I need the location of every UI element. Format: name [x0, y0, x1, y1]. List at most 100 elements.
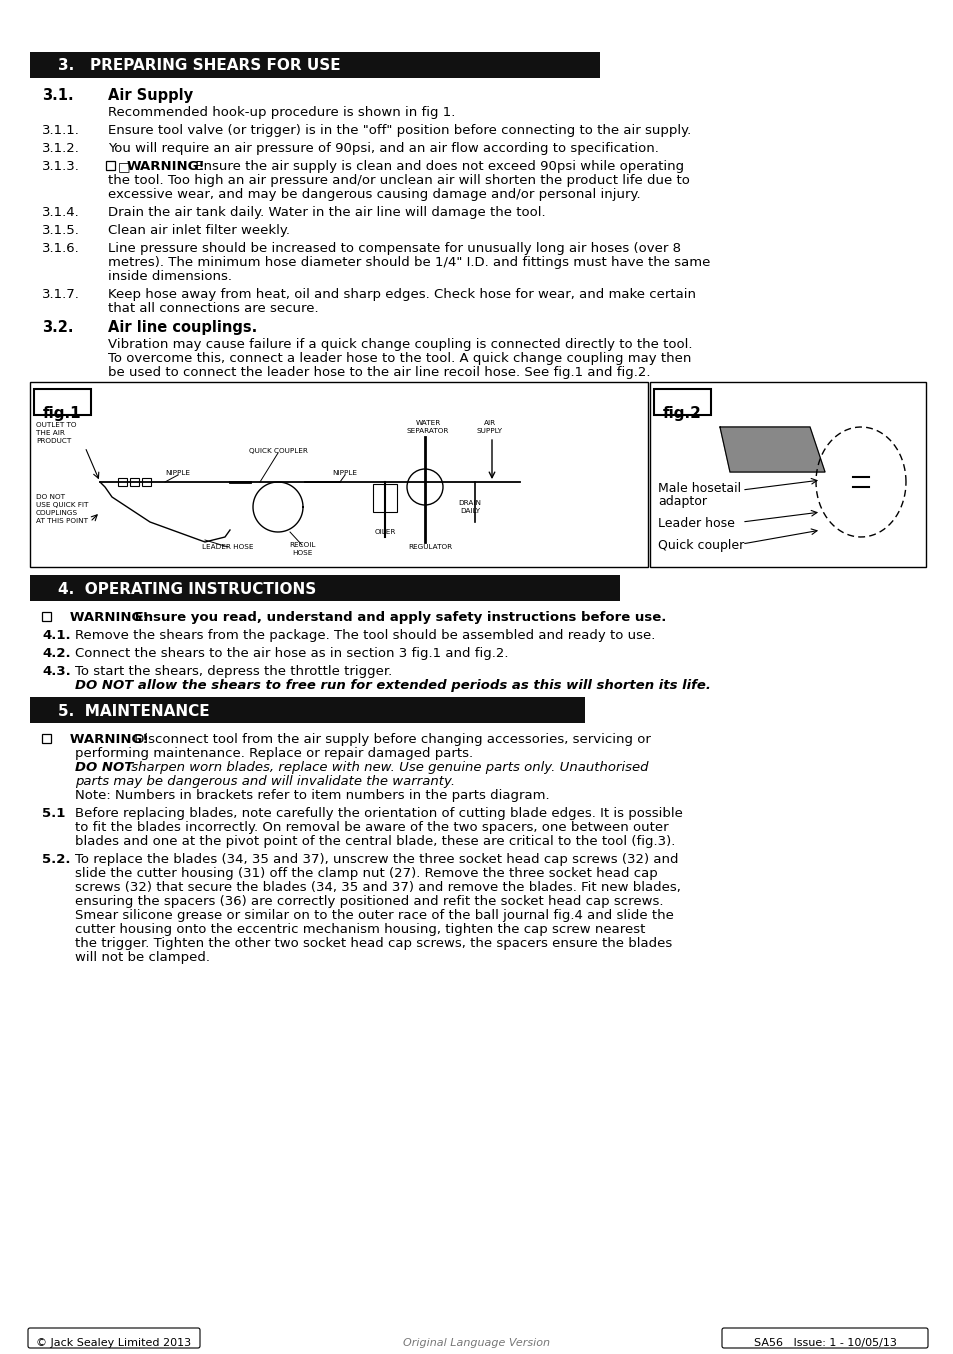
Text: the tool. Too high an air pressure and/or unclean air will shorten the product l: the tool. Too high an air pressure and/o…	[108, 175, 689, 187]
Text: 3.1.4.: 3.1.4.	[42, 206, 80, 219]
Text: Male hosetail: Male hosetail	[658, 482, 740, 496]
FancyBboxPatch shape	[42, 734, 51, 743]
Text: ensuring the spacers (36) are correctly positioned and refit the socket head cap: ensuring the spacers (36) are correctly …	[75, 895, 662, 909]
Text: WARNING!: WARNING!	[56, 733, 149, 746]
Text: 5.1: 5.1	[42, 807, 66, 821]
Text: COUPLINGS: COUPLINGS	[36, 510, 78, 516]
Text: NIPPLE: NIPPLE	[333, 470, 357, 477]
Text: QUICK COUPLER: QUICK COUPLER	[249, 448, 307, 454]
Text: To start the shears, depress the throttle trigger.: To start the shears, depress the throttl…	[75, 665, 392, 678]
Text: SEPARATOR: SEPARATOR	[406, 428, 449, 435]
Text: Ensure you read, understand and apply safety instructions before use.: Ensure you read, understand and apply sa…	[130, 611, 666, 624]
Text: that all connections are secure.: that all connections are secure.	[108, 302, 318, 315]
Text: 3.1.3.: 3.1.3.	[42, 160, 80, 173]
Text: Air Supply: Air Supply	[108, 88, 193, 103]
Text: □: □	[118, 160, 131, 173]
Text: © Jack Sealey Limited 2013: © Jack Sealey Limited 2013	[36, 1338, 192, 1349]
Text: 4.  OPERATING INSTRUCTIONS: 4. OPERATING INSTRUCTIONS	[58, 581, 315, 597]
Text: Ensure tool valve (or trigger) is in the "off" position before connecting to the: Ensure tool valve (or trigger) is in the…	[108, 125, 691, 137]
Text: DO NOT: DO NOT	[36, 494, 65, 500]
Text: LEADER HOSE: LEADER HOSE	[202, 544, 253, 550]
FancyBboxPatch shape	[42, 612, 51, 621]
Text: To overcome this, connect a leader hose to the tool. A quick change coupling may: To overcome this, connect a leader hose …	[108, 352, 691, 366]
Text: RECOIL: RECOIL	[289, 542, 314, 548]
Text: WARNING!: WARNING!	[127, 160, 206, 173]
Text: AIR: AIR	[483, 420, 496, 427]
Text: OUTLET TO: OUTLET TO	[36, 422, 76, 428]
Text: Quick coupler: Quick coupler	[658, 539, 743, 552]
FancyBboxPatch shape	[654, 389, 710, 414]
Text: fig.2: fig.2	[662, 406, 700, 421]
Text: THE AIR: THE AIR	[36, 431, 65, 436]
Bar	[30, 575, 619, 601]
Text: screws (32) that secure the blades (34, 35 and 37) and remove the blades. Fit ne: screws (32) that secure the blades (34, …	[75, 881, 680, 894]
Text: Air line couplings.: Air line couplings.	[108, 320, 257, 334]
Text: You will require an air pressure of 90psi, and an air flow according to specific: You will require an air pressure of 90ps…	[108, 142, 659, 154]
FancyBboxPatch shape	[34, 389, 91, 414]
Text: Ensure the air supply is clean and does not exceed 90psi while operating: Ensure the air supply is clean and does …	[191, 160, 683, 173]
Text: Original Language Version: Original Language Version	[403, 1338, 550, 1349]
Text: Recommended hook-up procedure is shown in fig 1.: Recommended hook-up procedure is shown i…	[108, 106, 455, 119]
Text: SA56   Issue: 1 - 10/05/13: SA56 Issue: 1 - 10/05/13	[753, 1338, 896, 1349]
Text: 5.  MAINTENANCE: 5. MAINTENANCE	[58, 704, 210, 719]
Text: will not be clamped.: will not be clamped.	[75, 951, 210, 964]
Text: 4.1.: 4.1.	[42, 630, 71, 642]
Text: parts may be dangerous and will invalidate the warranty.: parts may be dangerous and will invalida…	[75, 774, 455, 788]
Text: DO NOT allow the shears to free run for extended periods as this will shorten it: DO NOT allow the shears to free run for …	[75, 678, 710, 692]
Bar	[118, 478, 127, 486]
Text: 3.1.5.: 3.1.5.	[42, 223, 80, 237]
Text: Connect the shears to the air hose as in section 3 fig.1 and fig.2.: Connect the shears to the air hose as in…	[75, 647, 508, 659]
Text: Line pressure should be increased to compensate for unusually long air hoses (ov: Line pressure should be increased to com…	[108, 242, 680, 255]
Bar	[142, 478, 151, 486]
Text: To replace the blades (34, 35 and 37), unscrew the three socket head cap screws : To replace the blades (34, 35 and 37), u…	[75, 853, 678, 867]
Text: OILER: OILER	[374, 529, 395, 535]
FancyBboxPatch shape	[28, 1328, 200, 1349]
Text: metres). The minimum hose diameter should be 1/4" I.D. and fittings must have th: metres). The minimum hose diameter shoul…	[108, 256, 710, 269]
Text: to fit the blades incorrectly. On removal be aware of the two spacers, one betwe: to fit the blades incorrectly. On remova…	[75, 821, 668, 834]
Bar	[373, 483, 396, 512]
Text: WARNING!: WARNING!	[56, 611, 149, 624]
Text: Clean air inlet filter weekly.: Clean air inlet filter weekly.	[108, 223, 290, 237]
Text: Smear silicone grease or similar on to the outer race of the ball journal fig.4 : Smear silicone grease or similar on to t…	[75, 909, 673, 922]
Text: 3.1.: 3.1.	[42, 88, 73, 103]
Text: NIPPLE: NIPPLE	[165, 470, 191, 477]
Polygon shape	[720, 427, 824, 473]
Text: slide the cutter housing (31) off the clamp nut (27). Remove the three socket he: slide the cutter housing (31) off the cl…	[75, 867, 657, 880]
Text: inside dimensions.: inside dimensions.	[108, 269, 232, 283]
Text: AT THIS POINT: AT THIS POINT	[36, 519, 88, 524]
Text: be used to connect the leader hose to the air line recoil hose. See fig.1 and fi: be used to connect the leader hose to th…	[108, 366, 650, 379]
Text: cutter housing onto the eccentric mechanism housing, tighten the cap screw neare: cutter housing onto the eccentric mechan…	[75, 923, 644, 936]
Text: DRAIN: DRAIN	[458, 500, 481, 506]
Text: 3.2.: 3.2.	[42, 320, 73, 334]
Text: Leader hose: Leader hose	[658, 517, 734, 529]
Text: Disconnect tool from the air supply before changing accessories, servicing or: Disconnect tool from the air supply befo…	[130, 733, 650, 746]
Text: Remove the shears from the package. The tool should be assembled and ready to us: Remove the shears from the package. The …	[75, 630, 655, 642]
Text: Note: Numbers in brackets refer to item numbers in the parts diagram.: Note: Numbers in brackets refer to item …	[75, 789, 549, 802]
Text: 3.1.6.: 3.1.6.	[42, 242, 80, 255]
Text: blades and one at the pivot point of the central blade, these are critical to th: blades and one at the pivot point of the…	[75, 835, 675, 848]
Bar	[30, 51, 599, 79]
Text: the trigger. Tighten the other two socket head cap screws, the spacers ensure th: the trigger. Tighten the other two socke…	[75, 937, 672, 951]
Text: REGULATOR: REGULATOR	[408, 544, 452, 550]
Bar	[130, 478, 139, 486]
Text: adaptor: adaptor	[658, 496, 706, 508]
Bar	[649, 382, 925, 567]
Text: 4.2.: 4.2.	[42, 647, 71, 659]
Text: Keep hose away from heat, oil and sharp edges. Check hose for wear, and make cer: Keep hose away from heat, oil and sharp …	[108, 288, 696, 301]
Text: Drain the air tank daily. Water in the air line will damage the tool.: Drain the air tank daily. Water in the a…	[108, 206, 545, 219]
Text: sharpen worn blades, replace with new. Use genuine parts only. Unauthorised: sharpen worn blades, replace with new. U…	[127, 761, 648, 774]
FancyBboxPatch shape	[721, 1328, 927, 1349]
Bar	[30, 382, 647, 567]
Text: fig.1: fig.1	[43, 406, 81, 421]
Bar	[30, 697, 584, 723]
Text: DAILY: DAILY	[459, 508, 479, 515]
Text: 3.   PREPARING SHEARS FOR USE: 3. PREPARING SHEARS FOR USE	[58, 58, 340, 73]
Text: HOSE: HOSE	[292, 550, 312, 556]
FancyBboxPatch shape	[106, 161, 115, 171]
Text: 3.1.2.: 3.1.2.	[42, 142, 80, 154]
Text: Vibration may cause failure if a quick change coupling is connected directly to : Vibration may cause failure if a quick c…	[108, 338, 692, 351]
Text: excessive wear, and may be dangerous causing damage and/or personal injury.: excessive wear, and may be dangerous cau…	[108, 188, 640, 200]
Text: 4.3.: 4.3.	[42, 665, 71, 678]
Text: DO NOT: DO NOT	[75, 761, 133, 774]
Text: PRODUCT: PRODUCT	[36, 437, 71, 444]
